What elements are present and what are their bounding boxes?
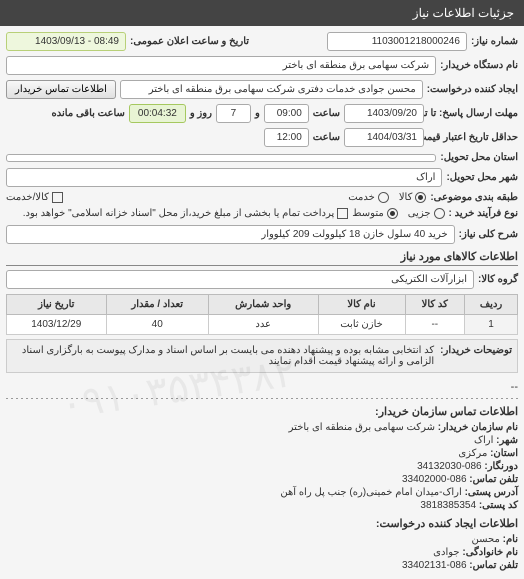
radio-service-label: خدمت xyxy=(348,192,375,203)
request-no-input[interactable]: 1103001218000246 xyxy=(327,32,467,51)
items-table: ردیف کد کالا نام کالا واحد شمارش تعداد /… xyxy=(6,294,518,335)
radio-small[interactable]: جزیی xyxy=(408,208,445,219)
deadline-label: مهلت ارسال پاسخ: تا تاریخ: xyxy=(428,108,518,119)
header-title: جزئیات اطلاعات نیاز xyxy=(413,6,514,20)
th-1: کد کالا xyxy=(405,295,465,315)
classify-radio-group: کالا خدمت xyxy=(348,192,426,203)
info-fn: نام: محسن xyxy=(6,534,518,545)
checkbox-treasury[interactable]: پرداخت تمام یا بخشی از مبلغ خرید،از محل … xyxy=(23,208,349,219)
info-city: شهر: اراک xyxy=(6,435,518,446)
city-input[interactable]: اراک xyxy=(6,168,442,187)
th-3: واحد شمارش xyxy=(208,295,318,315)
province-label: استان محل تحویل: xyxy=(440,152,518,163)
buyer-note: توضیحات خریدار: کد انتخابی مشابه بوده و … xyxy=(6,339,518,373)
radio-small-circle xyxy=(434,208,445,219)
group-input[interactable]: ابزارآلات الکتریکی xyxy=(6,270,474,289)
city-label: شهر محل تحویل: xyxy=(446,172,518,183)
info-addr: آدرس پستی: اراک-میدان امام خمینی(ره) جنب… xyxy=(6,487,518,498)
note-text: کد انتخابی مشابه بوده و پیشنهاد دهنده می… xyxy=(12,345,434,367)
and-label: و xyxy=(255,108,260,119)
checkbox-goods-service[interactable]: کالا/خدمت xyxy=(6,192,63,203)
page-header: جزئیات اطلاعات نیاز xyxy=(0,0,524,26)
radio-goods[interactable]: کالا xyxy=(399,192,427,203)
contact-section-title: اطلاعات تماس سازمان خریدار: xyxy=(6,405,518,418)
info-ln: نام خانوادگی: جوادی xyxy=(6,547,518,558)
days-and-label: روز و xyxy=(190,108,212,119)
radio-service[interactable]: خدمت xyxy=(348,192,389,203)
desc-label: شرح کلی نیاز: xyxy=(459,229,518,240)
process-label: نوع فرآیند خرید : xyxy=(449,208,518,219)
td-4: 40 xyxy=(106,315,208,335)
separator-dashed: -- xyxy=(6,381,518,399)
td-1: -- xyxy=(405,315,465,335)
credit-label: حداقل تاریخ اعتبار قیمت: تا تاریخ: xyxy=(428,132,518,143)
request-no-label: شماره نیاز: xyxy=(471,36,518,47)
th-4: تعداد / مقدار xyxy=(106,295,208,315)
td-3: عدد xyxy=(208,315,318,335)
time-left: 00:04:32 xyxy=(129,104,186,123)
classify-label: طبقه بندی موضوعی: xyxy=(430,192,518,203)
desc-input[interactable]: خرید 40 سلول خازن 18 کیلوولت 209 کیلووار xyxy=(6,225,455,244)
note-label: توضیحات خریدار: xyxy=(440,345,512,367)
td-0: 1 xyxy=(465,315,518,335)
buyer-org-label: نام دستگاه خریدار: xyxy=(440,60,518,71)
time-label-1: ساعت xyxy=(313,108,340,119)
info-phone: تلفن تماس: 086-33402000 xyxy=(6,474,518,485)
process-note: پرداخت تمام یا بخشی از مبلغ خرید،از محل … xyxy=(23,208,335,219)
td-2: خازن ثابت xyxy=(318,315,405,335)
info-org: نام سازمان خریدار: شرکت سهامی برق منطقه … xyxy=(6,422,518,433)
announce-label: تاریخ و ساعت اعلان عمومی: xyxy=(130,36,249,47)
days-value: 7 xyxy=(216,104,251,123)
goods-section-title: اطلاعات کالاهای مورد نیاز xyxy=(6,250,518,266)
province-input[interactable] xyxy=(6,154,436,162)
contact-button[interactable]: اطلاعات تماس خریدار xyxy=(6,80,116,99)
th-0: ردیف xyxy=(465,295,518,315)
table-row[interactable]: 1 -- خازن ثابت عدد 40 1403/12/29 xyxy=(7,315,518,335)
th-5: تاریخ نیاز xyxy=(7,295,107,315)
radio-medium-circle xyxy=(387,208,398,219)
checkbox-treasury-box xyxy=(337,208,348,219)
creator-label: ایجاد کننده درخواست: xyxy=(427,84,518,95)
table-header-row: ردیف کد کالا نام کالا واحد شمارش تعداد /… xyxy=(7,295,518,315)
radio-goods-label: کالا xyxy=(399,192,413,203)
announce-value: 08:49 - 1403/09/13 xyxy=(6,32,126,51)
radio-goods-circle xyxy=(415,192,426,203)
info-fax: دورنگار: 086-34132030 xyxy=(6,461,518,472)
deadline-date[interactable]: 1403/09/20 xyxy=(344,104,424,123)
deadline-time[interactable]: 09:00 xyxy=(264,104,309,123)
radio-small-label: جزیی xyxy=(408,208,431,219)
radio-service-circle xyxy=(378,192,389,203)
info-post: کد پستی: 3818385354 xyxy=(6,500,518,511)
process-radio-group: جزیی متوسط xyxy=(352,208,444,219)
credit-time[interactable]: 12:00 xyxy=(264,128,309,147)
info-ph2: تلفن تماس: 086-33402131 xyxy=(6,560,518,571)
radio-medium-label: متوسط xyxy=(352,208,383,219)
buyer-org-input[interactable]: شرکت سهامی برق منطقه ای باختر xyxy=(6,56,436,75)
checkbox-gs-box xyxy=(52,192,63,203)
time-left-suffix: ساعت باقی مانده xyxy=(52,108,125,119)
checkbox-gs-label: کالا/خدمت xyxy=(6,192,49,203)
info-province: استان: مرکزی xyxy=(6,448,518,459)
th-2: نام کالا xyxy=(318,295,405,315)
group-label: گروه کالا: xyxy=(478,274,518,285)
sep-text: -- xyxy=(511,381,518,393)
time-label-2: ساعت xyxy=(313,132,340,143)
creator-section-title: اطلاعات ایجاد کننده درخواست: xyxy=(6,517,518,530)
td-5: 1403/12/29 xyxy=(7,315,107,335)
creator-input[interactable]: محسن جوادی خدمات دفتری شرکت سهامی برق من… xyxy=(120,80,423,99)
credit-date[interactable]: 1404/03/31 xyxy=(344,128,424,147)
main-content: شماره نیاز: 1103001218000246 تاریخ و ساع… xyxy=(0,26,524,579)
radio-medium[interactable]: متوسط xyxy=(352,208,397,219)
